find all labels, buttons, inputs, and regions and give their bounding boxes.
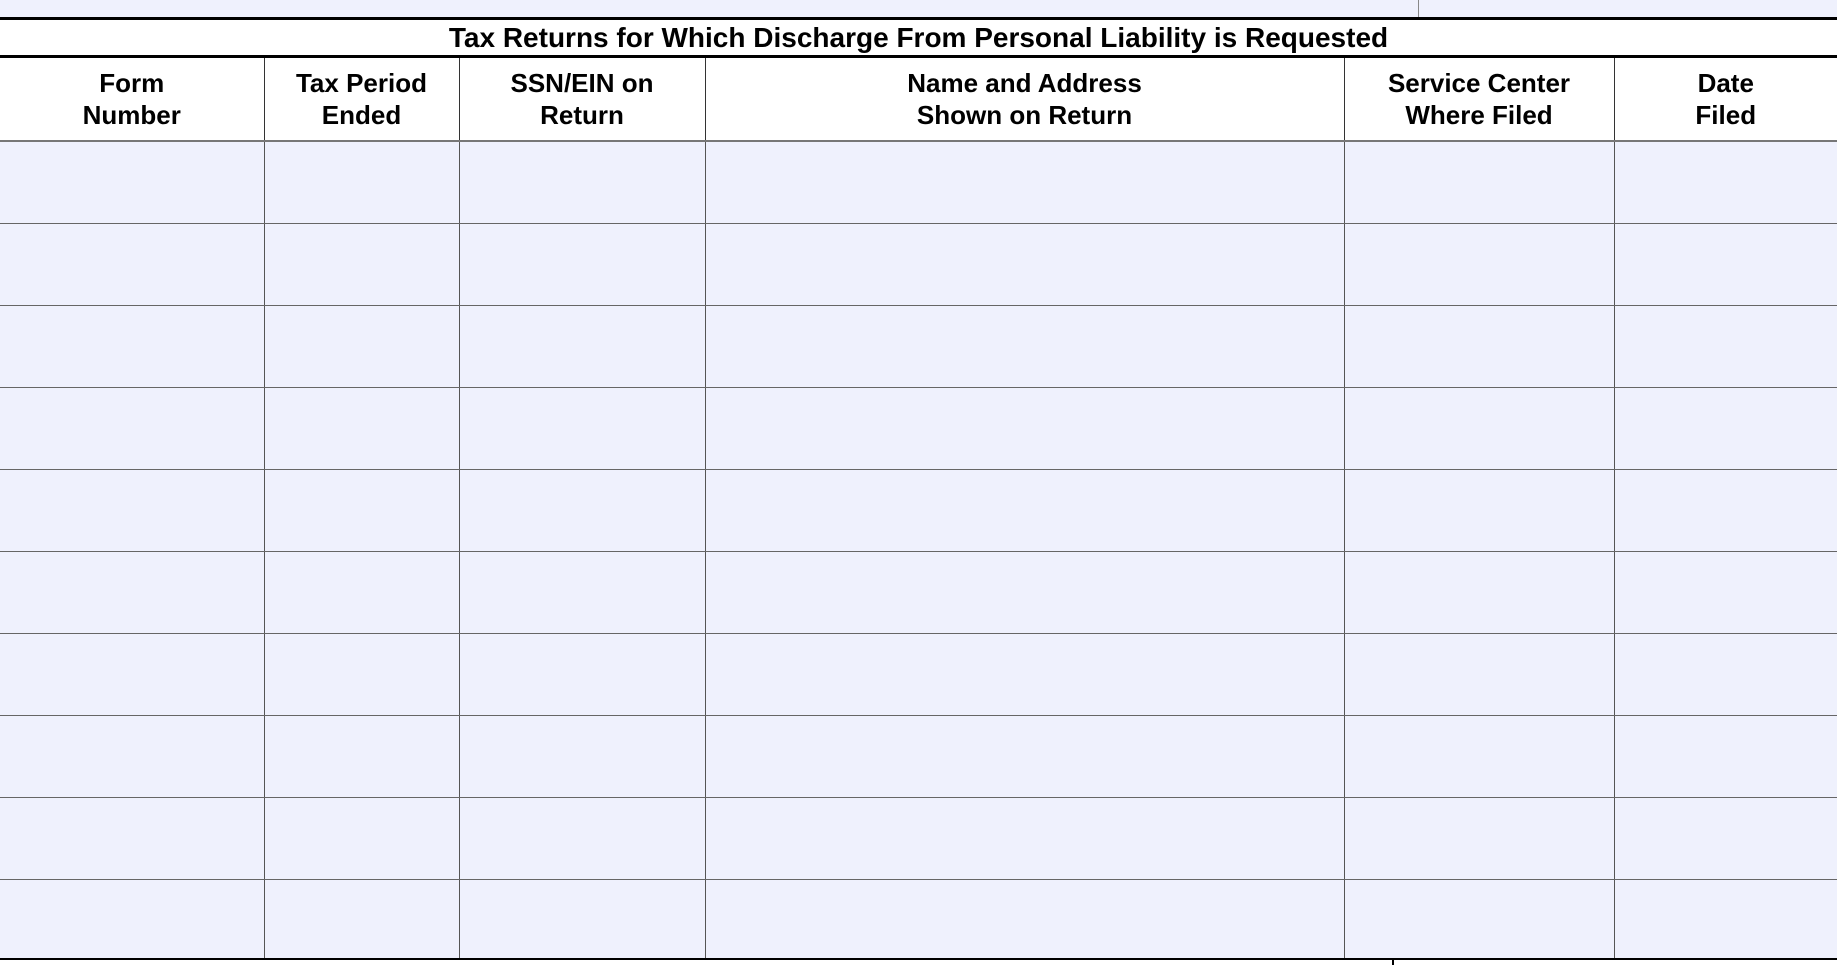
- section-title: Tax Returns for Which Discharge From Per…: [0, 17, 1837, 58]
- tax-period-ended-field[interactable]: [263, 551, 459, 634]
- ssn-ein-field[interactable]: [458, 141, 705, 224]
- form-number-field[interactable]: [0, 469, 264, 552]
- name-address-field[interactable]: [704, 633, 1344, 716]
- divider: [1418, 0, 1419, 17]
- tax-period-ended-field[interactable]: [263, 633, 459, 716]
- service-center-field[interactable]: [1343, 469, 1614, 552]
- ssn-ein-field[interactable]: [458, 633, 705, 716]
- header-line: Form: [99, 68, 165, 98]
- ssn-ein-field[interactable]: [458, 551, 705, 634]
- tax-period-ended-field[interactable]: [263, 797, 459, 880]
- table-row: [0, 223, 1837, 306]
- previous-section-fields: [0, 0, 1837, 17]
- ssn-ein-field[interactable]: [458, 469, 705, 552]
- form-number-field[interactable]: [0, 633, 264, 716]
- date-filed-field[interactable]: [1613, 551, 1837, 634]
- header-form-number: Form Number: [0, 58, 264, 142]
- header-name-address: Name and Address Shown on Return: [704, 58, 1344, 142]
- header-line: SSN/EIN on: [510, 68, 654, 98]
- name-address-field[interactable]: [704, 715, 1344, 798]
- header-line: Where Filed: [1405, 100, 1553, 130]
- tax-period-ended-field[interactable]: [263, 469, 459, 552]
- header-line: Tax Period: [295, 68, 427, 98]
- service-center-field[interactable]: [1343, 551, 1614, 634]
- tax-returns-table: Form Number Tax Period Ended SSN/EIN on Ret…: [0, 58, 1837, 962]
- tax-period-ended-field[interactable]: [263, 715, 459, 798]
- date-filed-field[interactable]: [1613, 305, 1837, 388]
- header-service-center: Service Center Where Filed: [1343, 58, 1614, 142]
- header-date-filed: Date Filed: [1613, 58, 1837, 142]
- header-line: Shown on Return: [916, 100, 1133, 130]
- service-center-field[interactable]: [1343, 879, 1614, 962]
- table-row: [0, 797, 1837, 880]
- next-section-edge: [0, 958, 1837, 965]
- header-line: Name and Address: [907, 68, 1142, 98]
- name-address-field[interactable]: [704, 797, 1344, 880]
- header-line: Return: [540, 100, 624, 130]
- table-row: [0, 387, 1837, 470]
- service-center-field[interactable]: [1343, 387, 1614, 470]
- table-row: [0, 141, 1837, 224]
- form-number-field[interactable]: [0, 223, 264, 306]
- date-filed-field[interactable]: [1613, 715, 1837, 798]
- header-tax-period-ended: Tax Period Ended: [263, 58, 459, 142]
- tax-period-ended-field[interactable]: [263, 879, 459, 962]
- header-line: Filed: [1695, 100, 1757, 130]
- table-row: [0, 305, 1837, 388]
- date-filed-field[interactable]: [1613, 223, 1837, 306]
- service-center-field[interactable]: [1343, 797, 1614, 880]
- date-filed-field[interactable]: [1613, 633, 1837, 716]
- ssn-ein-field[interactable]: [458, 223, 705, 306]
- name-address-field[interactable]: [704, 469, 1344, 552]
- date-filed-field[interactable]: [1613, 797, 1837, 880]
- name-address-field[interactable]: [704, 879, 1344, 962]
- form-number-field[interactable]: [0, 141, 264, 224]
- ssn-ein-field[interactable]: [458, 305, 705, 388]
- date-filed-field[interactable]: [1613, 469, 1837, 552]
- service-center-field[interactable]: [1343, 223, 1614, 306]
- header-line: Service Center: [1387, 68, 1571, 98]
- form-number-field[interactable]: [0, 551, 264, 634]
- table-row: [0, 715, 1837, 798]
- name-address-field[interactable]: [704, 223, 1344, 306]
- header-ssn-ein: SSN/EIN on Return: [458, 58, 705, 142]
- form-number-field[interactable]: [0, 387, 264, 470]
- name-address-field[interactable]: [704, 141, 1344, 224]
- ssn-ein-field[interactable]: [458, 797, 705, 880]
- date-filed-field[interactable]: [1613, 879, 1837, 962]
- service-center-field[interactable]: [1343, 715, 1614, 798]
- form-number-field[interactable]: [0, 797, 264, 880]
- name-address-field[interactable]: [704, 305, 1344, 388]
- service-center-field[interactable]: [1343, 305, 1614, 388]
- header-line: Ended: [321, 100, 402, 130]
- header-line: Number: [82, 100, 181, 130]
- ssn-ein-field[interactable]: [458, 387, 705, 470]
- form-number-field[interactable]: [0, 305, 264, 388]
- form-number-field[interactable]: [0, 715, 264, 798]
- form-number-field[interactable]: [0, 879, 264, 962]
- table-row: [0, 633, 1837, 716]
- ssn-ein-field[interactable]: [458, 879, 705, 962]
- service-center-field[interactable]: [1343, 141, 1614, 224]
- header-line: Date: [1697, 68, 1754, 98]
- table-row: [0, 551, 1837, 634]
- name-address-field[interactable]: [704, 387, 1344, 470]
- service-center-field[interactable]: [1343, 633, 1614, 716]
- tax-period-ended-field[interactable]: [263, 387, 459, 470]
- tax-period-ended-field[interactable]: [263, 141, 459, 224]
- name-address-field[interactable]: [704, 551, 1344, 634]
- date-filed-field[interactable]: [1613, 387, 1837, 470]
- date-filed-field[interactable]: [1613, 141, 1837, 224]
- ssn-ein-field[interactable]: [458, 715, 705, 798]
- table-row: [0, 469, 1837, 552]
- tax-period-ended-field[interactable]: [263, 223, 459, 306]
- tax-period-ended-field[interactable]: [263, 305, 459, 388]
- header-row: Form Number Tax Period Ended SSN/EIN on Ret…: [0, 58, 1837, 142]
- table-row: [0, 879, 1837, 962]
